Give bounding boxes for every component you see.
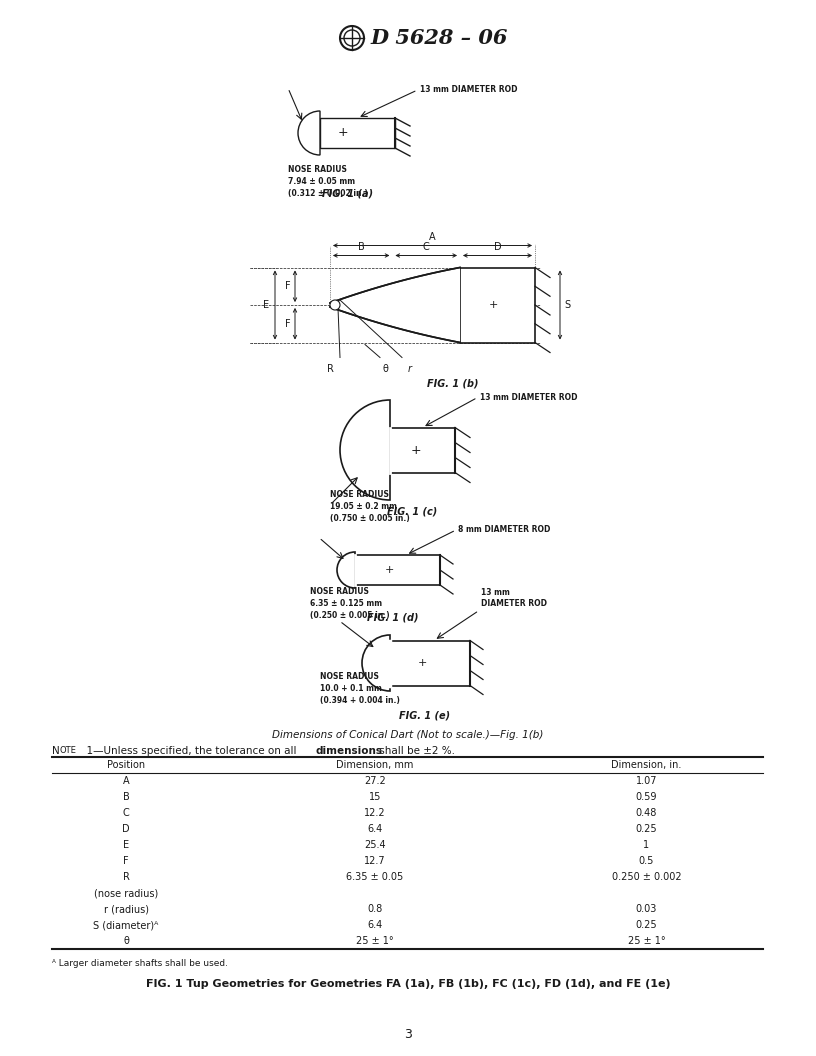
Text: 0.25: 0.25 — [636, 824, 658, 834]
Wedge shape — [337, 552, 355, 588]
Text: 12.2: 12.2 — [364, 808, 386, 818]
Text: Dimensions of Conical Dart (Not to scale.)—Fig. 1(b): Dimensions of Conical Dart (Not to scale… — [273, 730, 543, 740]
Circle shape — [330, 300, 340, 310]
Text: A: A — [429, 232, 436, 243]
Text: +: + — [417, 658, 427, 668]
Text: 0.48: 0.48 — [636, 808, 657, 818]
Bar — [390, 641, 470, 685]
Text: E: E — [263, 300, 269, 310]
Text: 0.5: 0.5 — [639, 856, 654, 866]
Text: 13 mm
DIAMETER ROD: 13 mm DIAMETER ROD — [481, 588, 547, 608]
Text: r (radius): r (radius) — [104, 904, 149, 914]
Bar — [460, 267, 535, 342]
Text: 12.7: 12.7 — [364, 856, 386, 866]
Text: ᴬ Larger diameter shafts shall be used.: ᴬ Larger diameter shafts shall be used. — [52, 959, 228, 968]
Text: +: + — [489, 300, 499, 310]
Text: dimensions: dimensions — [316, 746, 383, 756]
Text: (nose radius): (nose radius) — [94, 888, 158, 898]
Text: N: N — [52, 746, 60, 756]
Text: C: C — [122, 808, 130, 818]
Polygon shape — [330, 267, 460, 342]
Text: +: + — [337, 127, 348, 139]
Text: +: + — [384, 565, 393, 576]
Text: 27.2: 27.2 — [364, 776, 386, 786]
Text: R: R — [326, 364, 334, 375]
Text: FIG. 1 (b): FIG. 1 (b) — [427, 378, 478, 388]
Text: 13 mm DIAMETER ROD: 13 mm DIAMETER ROD — [419, 86, 517, 94]
Text: 6.35 ± 0.05: 6.35 ± 0.05 — [346, 872, 404, 882]
Text: 25.4: 25.4 — [364, 840, 386, 850]
Text: OTE: OTE — [59, 746, 76, 755]
Text: FIG. 1 Tup Geometries for Geometries FA (1a), FB (1b), FC (1c), FD (1d), and FE : FIG. 1 Tup Geometries for Geometries FA … — [146, 979, 670, 989]
Text: NOSE RADIUS
7.94 ± 0.05 mm
(0.312 ± 0.002 in.): NOSE RADIUS 7.94 ± 0.05 mm (0.312 ± 0.00… — [288, 165, 368, 197]
Text: FIG. 1 (e): FIG. 1 (e) — [400, 710, 450, 720]
Text: B: B — [122, 792, 130, 802]
Text: R: R — [122, 872, 130, 882]
Text: B: B — [358, 243, 365, 252]
Text: 0.03: 0.03 — [636, 904, 657, 914]
Text: S (diameter)ᴬ: S (diameter)ᴬ — [93, 920, 158, 930]
Bar — [390, 428, 455, 472]
Text: FIG. 1 (a): FIG. 1 (a) — [322, 188, 373, 199]
Text: 1.07: 1.07 — [636, 776, 657, 786]
Text: NOSE RADIUS
10.0 + 0.1 mm
(0.394 + 0.004 in.): NOSE RADIUS 10.0 + 0.1 mm (0.394 + 0.004… — [320, 672, 400, 704]
Text: 3: 3 — [404, 1029, 412, 1041]
Text: r: r — [408, 364, 412, 375]
Text: S: S — [564, 300, 570, 310]
Text: Dimension, in.: Dimension, in. — [611, 760, 681, 770]
Wedge shape — [362, 635, 390, 691]
Text: +: + — [410, 444, 421, 456]
Text: shall be ±2 %.: shall be ±2 %. — [376, 746, 455, 756]
Text: 0.8: 0.8 — [367, 904, 383, 914]
Text: D: D — [494, 243, 501, 252]
Text: FIG. 1 (d): FIG. 1 (d) — [366, 612, 419, 622]
Text: θ: θ — [382, 364, 388, 375]
Text: 0.250 ± 0.002: 0.250 ± 0.002 — [612, 872, 681, 882]
Text: NOSE RADIUS
6.35 ± 0.125 mm
(0.250 ± 0.005 in.): NOSE RADIUS 6.35 ± 0.125 mm (0.250 ± 0.0… — [310, 587, 389, 620]
Text: NOSE RADIUS
19.05 ± 0.2 mm
(0.750 ± 0.005 in.): NOSE RADIUS 19.05 ± 0.2 mm (0.750 ± 0.00… — [330, 490, 410, 523]
Wedge shape — [340, 400, 390, 499]
Text: D 5628 – 06: D 5628 – 06 — [370, 29, 508, 48]
Text: Position: Position — [107, 760, 145, 770]
Text: F: F — [286, 281, 291, 291]
Text: 6.4: 6.4 — [367, 824, 383, 834]
Text: 1—Unless specified, the tolerance on all: 1—Unless specified, the tolerance on all — [80, 746, 299, 756]
Text: F: F — [286, 319, 291, 328]
Text: 25 ± 1°: 25 ± 1° — [357, 936, 394, 946]
Bar — [355, 555, 440, 585]
Text: E: E — [123, 840, 129, 850]
Text: A: A — [122, 776, 129, 786]
Text: θ: θ — [123, 936, 129, 946]
Bar — [320, 118, 395, 148]
Text: FIG. 1 (c): FIG. 1 (c) — [388, 507, 437, 517]
Text: 1: 1 — [644, 840, 650, 850]
Text: Dimension, mm: Dimension, mm — [336, 760, 414, 770]
Text: D: D — [122, 824, 130, 834]
Wedge shape — [298, 111, 320, 155]
Text: C: C — [423, 243, 429, 252]
Text: 25 ± 1°: 25 ± 1° — [628, 936, 665, 946]
Text: 13 mm DIAMETER ROD: 13 mm DIAMETER ROD — [480, 393, 577, 402]
Text: 0.59: 0.59 — [636, 792, 657, 802]
Text: F: F — [123, 856, 129, 866]
Text: 15: 15 — [369, 792, 381, 802]
Text: 6.4: 6.4 — [367, 920, 383, 930]
Text: 0.25: 0.25 — [636, 920, 658, 930]
Text: 8 mm DIAMETER ROD: 8 mm DIAMETER ROD — [458, 526, 550, 534]
